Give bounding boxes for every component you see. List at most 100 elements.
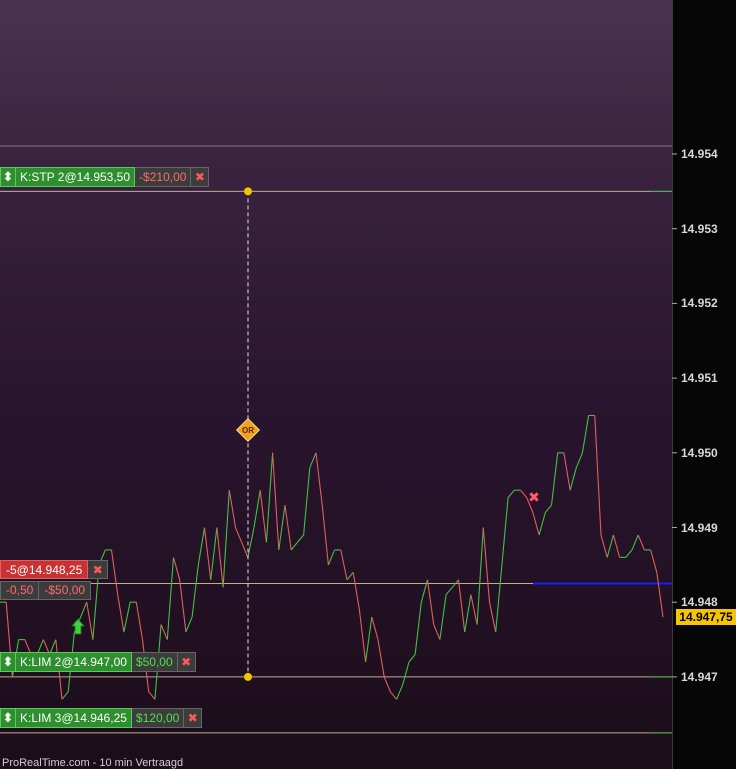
- stop-handle-dot: [244, 187, 252, 196]
- price-segment: [160, 624, 168, 640]
- price-segment: [520, 489, 528, 498]
- price-segment: [110, 549, 119, 595]
- price-segment: [383, 676, 391, 693]
- price-segment: [538, 512, 546, 536]
- price-segment: [433, 624, 441, 640]
- price-segment: [495, 564, 503, 633]
- price-segment: [625, 549, 633, 558]
- price-segment: [346, 571, 354, 581]
- order-pnl: -$210,00: [135, 167, 192, 187]
- price-axis[interactable]: [672, 0, 736, 769]
- price-segment: [575, 452, 583, 468]
- price-segment: [532, 512, 540, 536]
- price-segment: [408, 654, 416, 663]
- price-segment: [123, 602, 131, 633]
- drag-arrows-icon[interactable]: ⬍: [0, 167, 16, 187]
- price-segment: [457, 579, 466, 633]
- price-segment: [600, 534, 608, 558]
- last-price-label: 14.947,75: [676, 609, 736, 625]
- price-segment: [544, 504, 552, 513]
- price-segment: [172, 557, 181, 580]
- price-segment: [526, 497, 534, 513]
- price-segment: [365, 617, 373, 663]
- price-segment: [631, 534, 639, 551]
- price-segment: [606, 534, 614, 558]
- price-segment: [61, 691, 69, 700]
- drag-arrows-icon[interactable]: ⬍: [0, 652, 16, 672]
- price-segment: [414, 602, 422, 655]
- price-segment: [656, 572, 664, 618]
- price-segment: [259, 490, 267, 543]
- price-segment: [191, 564, 199, 618]
- price-segment: [451, 579, 459, 588]
- order-pnl: $50,00: [131, 652, 178, 672]
- price-segment: [501, 497, 509, 565]
- order-description: K:LIM 3@14.946,25: [16, 708, 132, 728]
- order-description: K:STP 2@14.953,50: [16, 167, 136, 187]
- position-tag[interactable]: -5@14.948,25 ✖ -0,50 -$50,00: [0, 560, 109, 600]
- price-segment: [377, 639, 385, 677]
- or-marker-diamond: [235, 417, 261, 443]
- price-segment: [148, 691, 156, 700]
- price-segment: [445, 586, 453, 596]
- price-segment: [488, 602, 497, 633]
- order-description: K:LIM 2@14.947,00: [16, 652, 132, 672]
- price-segment: [396, 684, 404, 700]
- price-segment: [321, 505, 329, 565]
- price-segment: [569, 467, 577, 491]
- price-segment: [612, 534, 621, 558]
- sell-cross-icon: ✖: [528, 490, 540, 506]
- limit-handle-dot: [244, 672, 252, 681]
- price-segment: [340, 549, 348, 580]
- price-segment: [117, 594, 125, 633]
- price-segment: [135, 602, 144, 640]
- price-segment: [327, 549, 336, 566]
- price-segment: [166, 557, 175, 640]
- position-description: -5@14.948,25: [0, 560, 89, 579]
- price-segment: [650, 549, 658, 573]
- cancel-order-icon[interactable]: ✖: [184, 708, 203, 728]
- buy-arrow-icon: [71, 618, 85, 635]
- price-segment: [426, 579, 435, 625]
- price-segment: [80, 601, 88, 618]
- chart-plot-area[interactable]: [0, 0, 672, 769]
- price-segment: [86, 602, 94, 640]
- price-segment: [197, 527, 206, 565]
- price-segment: [265, 452, 274, 543]
- price-segment: [272, 452, 280, 550]
- price-segment: [210, 527, 218, 580]
- drag-arrows-icon[interactable]: ⬍: [0, 708, 16, 728]
- price-segment: [352, 572, 360, 610]
- y-tick-label: 14.951: [681, 371, 718, 386]
- price-segment: [241, 542, 249, 558]
- order-tag-limit-1[interactable]: ⬍ K:LIM 2@14.947,00 $50,00 ✖: [0, 652, 196, 672]
- price-segment: [203, 527, 212, 580]
- y-tick-label: 14.950: [681, 445, 718, 460]
- price-segment: [563, 452, 571, 491]
- or-marker-text: OR: [242, 426, 254, 435]
- order-tag-limit-2[interactable]: ⬍ K:LIM 3@14.946,25 $120,00 ✖: [0, 708, 203, 728]
- footer-source: ProRealTime.com - 10 min Vertraagd: [2, 757, 184, 769]
- position-points: -0,50: [0, 581, 40, 600]
- close-position-icon[interactable]: ✖: [88, 560, 109, 579]
- price-segment: [309, 452, 317, 468]
- order-pnl: $120,00: [131, 708, 185, 728]
- price-segment: [234, 527, 243, 543]
- order-tag-stop[interactable]: ⬍ K:STP 2@14.953,50 -$210,00 ✖: [0, 167, 210, 187]
- price-segment: [402, 661, 410, 685]
- price-segment: [371, 616, 379, 640]
- cancel-order-icon[interactable]: ✖: [191, 167, 210, 187]
- price-segment: [358, 609, 367, 663]
- price-segment: [284, 505, 292, 550]
- price-segment: [637, 534, 645, 551]
- price-segment: [247, 527, 255, 558]
- price-segment: [420, 579, 429, 603]
- y-tick-label: 14.953: [681, 221, 718, 236]
- price-segment: [315, 452, 323, 506]
- price-segment: [253, 490, 261, 528]
- price-segment: [228, 490, 237, 528]
- price-segment: [594, 415, 602, 536]
- y-tick-label: 14.949: [681, 520, 718, 535]
- cancel-order-icon[interactable]: ✖: [177, 652, 196, 672]
